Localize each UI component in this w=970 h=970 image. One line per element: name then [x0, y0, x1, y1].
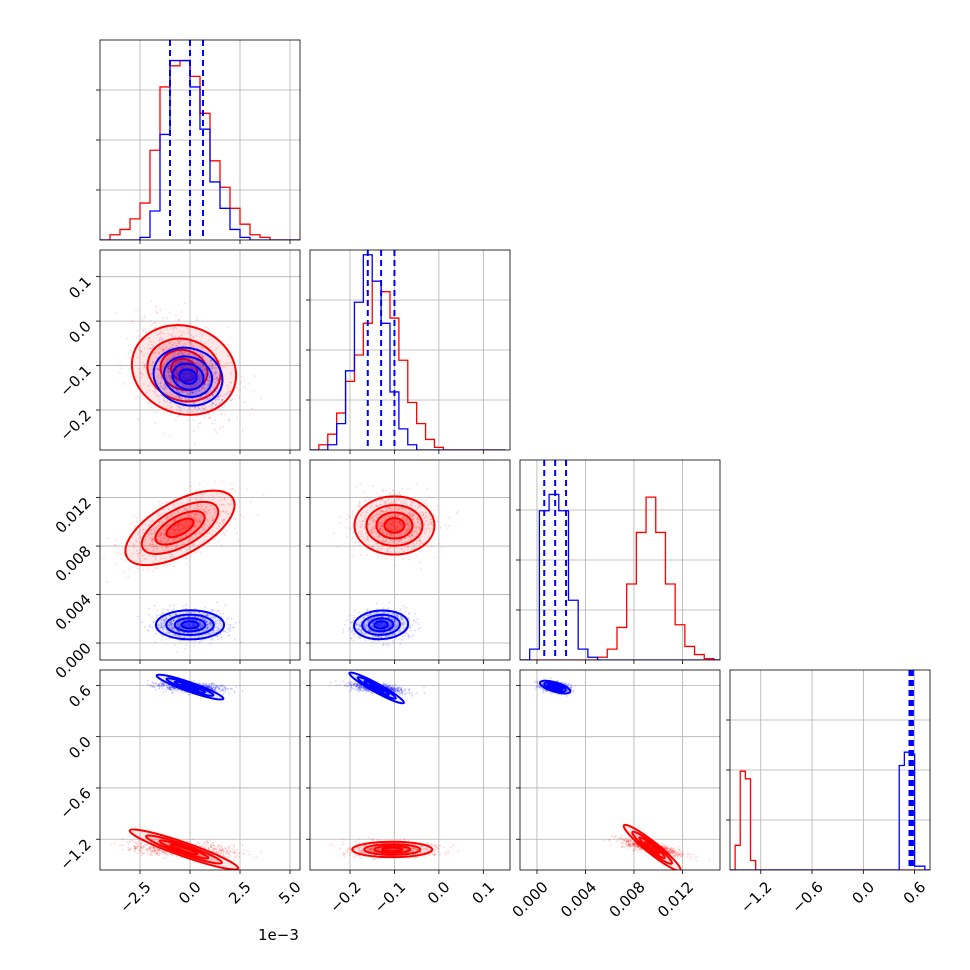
y-tick-label: 0.6: [65, 681, 95, 711]
panel-frame: [99, 669, 301, 871]
panel-frame: [519, 669, 721, 871]
scatter-red: [602, 823, 711, 870]
x-tick-label: −0.2: [326, 878, 364, 916]
y-tick-label: 0.008: [52, 542, 95, 585]
histogram-blue: [310, 254, 506, 450]
scatter-blue: [146, 673, 244, 701]
density-contour: [128, 828, 240, 870]
density-contour: [348, 671, 405, 705]
scatter-blue: [139, 325, 246, 428]
x-tick-label: −0.1: [371, 878, 409, 916]
density-contour: [155, 673, 225, 701]
histogram-panel-1: [306, 249, 511, 454]
scatter-panel-2-0: 0.000 0.004 0.008 0.012: [52, 459, 301, 682]
x-tick-label: 0.008: [606, 878, 649, 921]
panel-frame: [309, 669, 511, 871]
density-contour: [383, 517, 406, 534]
density-contour: [171, 362, 205, 391]
density-contour: [152, 346, 224, 407]
y-tick-label: 0.012: [52, 494, 95, 537]
x-tick-label: −0.6: [788, 878, 826, 916]
histogram-red: [520, 496, 720, 660]
histogram-red: [310, 280, 506, 450]
scatter-blue: [137, 601, 242, 653]
density-contour: [165, 677, 215, 697]
scatter-blue: [329, 671, 426, 705]
density-contour: [368, 683, 385, 693]
y-tick-label: 0.1: [65, 273, 95, 303]
density-contour: [180, 620, 200, 630]
density-contour: [140, 500, 220, 555]
scatter-red: [100, 828, 263, 870]
x-tick-label: −2.5: [116, 878, 154, 916]
y-tick-label: 0.0: [65, 733, 95, 763]
density-contour: [145, 834, 223, 865]
panel-frame: [99, 459, 301, 661]
x-tick-label: 0.000: [509, 878, 552, 921]
y-tick-label: 0.000: [52, 639, 95, 682]
density-contour: [173, 617, 207, 633]
density-contour: [538, 679, 572, 695]
x-tick-label: 0.0: [175, 878, 205, 908]
scatter-panel-1-0: −0.2 −0.1 0.0 0.1: [56, 249, 301, 454]
x-tick-label: 0.0: [848, 878, 878, 908]
density-contour: [165, 517, 195, 539]
density-contour: [375, 511, 414, 540]
scatter-panel-3-1: −0.2 −0.1 0.0 0.1: [306, 669, 511, 917]
histogram-red: [730, 770, 930, 870]
scatter-red: [329, 837, 459, 861]
density-contour: [631, 830, 674, 865]
y-tick-label: 0.004: [52, 591, 95, 634]
density-contour: [381, 846, 404, 853]
density-contour: [622, 823, 682, 870]
x-tick-label: 0.6: [900, 878, 930, 908]
histogram-panel-2: [516, 459, 721, 664]
density-contour: [124, 489, 236, 567]
x-tick-label: 0.1: [468, 878, 498, 908]
density-contour: [365, 504, 424, 547]
density-contour: [367, 617, 395, 633]
density-contour: [178, 368, 198, 385]
histogram-blue: [520, 493, 720, 660]
scatter-blue: [533, 677, 577, 697]
density-contour: [550, 684, 560, 690]
histogram-panel-3: −1.2 −0.6 0.0 0.6: [726, 669, 931, 917]
histogram-red: [100, 59, 300, 240]
y-tick-label: −0.6: [56, 784, 94, 822]
density-contour: [169, 843, 199, 856]
scatter-red: [333, 482, 460, 571]
scatter-panel-3-2: 0.000 0.004 0.008 0.012: [509, 669, 721, 921]
y-tick-label: −0.2: [56, 406, 94, 444]
x-tick-label: 0.012: [654, 878, 697, 921]
histogram-blue: [100, 59, 300, 240]
panel-frame: [309, 459, 511, 661]
histogram-panel-0: [96, 39, 301, 244]
panel-frame: [99, 249, 301, 451]
x-tick-label: 0.004: [557, 878, 600, 921]
y-tick-label: 0.0: [65, 317, 95, 347]
x-tick-label: 5.0: [275, 878, 305, 908]
density-contour: [180, 682, 200, 692]
scatter-panel-3-0: −2.5 0.0 2.5 5.0 −1.2 −0.6 0.0 0.6: [56, 669, 305, 917]
x-tick-label: −1.2: [737, 878, 775, 916]
y-tick-label: −1.2: [56, 835, 94, 873]
scatter-red: [103, 480, 265, 583]
density-contour: [356, 676, 397, 700]
density-contour: [373, 620, 389, 630]
histogram-blue: [730, 751, 930, 870]
x-tick-label: 2.5: [225, 878, 255, 908]
x-axis-offset-label: 1e−3: [258, 926, 299, 944]
y-tick-label: −0.1: [56, 362, 94, 400]
scatter-blue: [342, 601, 422, 647]
x-tick-label: 0.0: [424, 878, 454, 908]
scatter-panel-2-1: [306, 459, 511, 664]
density-contour: [644, 841, 661, 855]
